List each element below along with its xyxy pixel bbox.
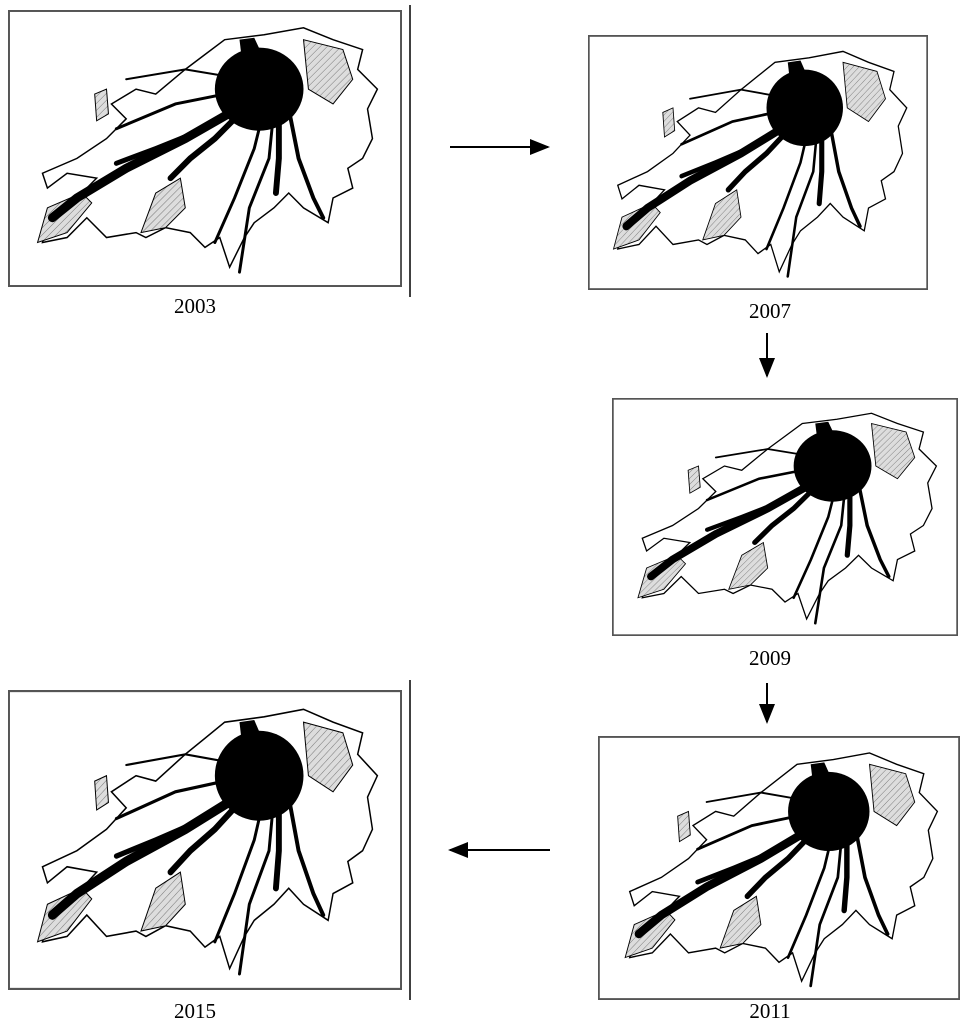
map-panel [589,36,927,289]
figure-canvas: 2003 2007 2009 2011 2015 [0,0,970,1026]
map-panel [9,11,401,286]
year-label: 2003 [174,294,216,318]
year-label: 2009 [749,646,791,670]
year-label: 2015 [174,999,216,1023]
year-label: 2007 [749,299,791,323]
year-label: 2011 [749,999,790,1023]
map-panel [599,737,959,999]
figure: 2003 2007 2009 2011 2015 [0,0,970,1026]
map-panel [9,691,401,989]
map-panel [613,399,957,635]
